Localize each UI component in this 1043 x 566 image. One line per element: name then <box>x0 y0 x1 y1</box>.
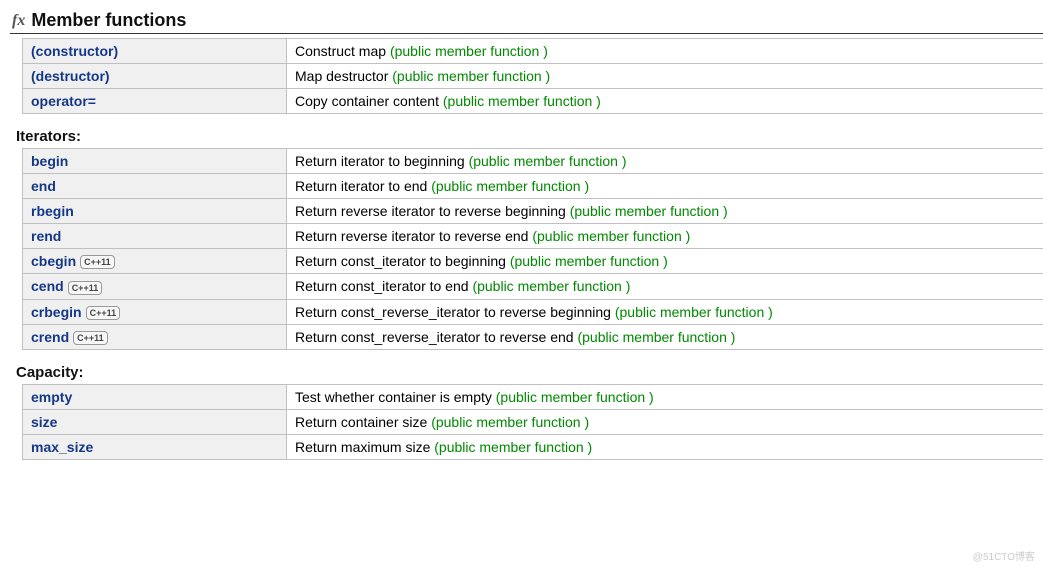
table-row: end Return iterator to end (public member… <box>23 174 1043 199</box>
subsection-title: Iterators: <box>16 128 1043 145</box>
table-row: cbegin C++11 Return const_iterator to begi… <box>23 249 1043 274</box>
content-area: (constructor) Construct map (public membe… <box>10 38 1043 460</box>
function-tag: (public member function ) <box>431 178 589 194</box>
function-desc: Return iterator to beginning <box>295 153 469 169</box>
function-name-cell: crend C++11 <box>23 324 287 349</box>
function-tag: (public member function ) <box>469 153 627 169</box>
function-link[interactable]: crend <box>31 329 69 345</box>
cpp11-badge: C++11 <box>86 306 121 320</box>
function-desc: Copy container content <box>295 93 443 109</box>
function-desc: Return reverse iterator to reverse begin… <box>295 203 570 219</box>
function-desc: Return reverse iterator to reverse end <box>295 228 532 244</box>
function-desc-cell: Return const_reverse_iterator to reverse… <box>287 324 1043 349</box>
function-link[interactable]: (constructor) <box>31 43 118 59</box>
function-desc: Construct map <box>295 43 390 59</box>
function-tag: (public member function ) <box>392 68 550 84</box>
cpp11-badge: C++11 <box>68 281 103 295</box>
table-row: rend Return reverse iterator to reverse e… <box>23 224 1043 249</box>
function-name-cell: cbegin C++11 <box>23 249 287 274</box>
function-link[interactable]: operator= <box>31 93 96 109</box>
function-link[interactable]: begin <box>31 153 68 169</box>
function-tag: (public member function ) <box>496 389 654 405</box>
table-row: cend C++11 Return const_iterator to end (p… <box>23 274 1043 299</box>
table-row: (destructor) Map destructor (public membe… <box>23 64 1043 89</box>
fx-icon: fx <box>12 12 25 30</box>
function-name-cell: empty <box>23 385 287 410</box>
function-name-cell: rend <box>23 224 287 249</box>
function-desc: Return const_iterator to beginning <box>295 253 510 269</box>
function-link[interactable]: end <box>31 178 56 194</box>
function-tag: (public member function ) <box>390 43 548 59</box>
function-name-cell: (destructor) <box>23 64 287 89</box>
function-desc: Return const_reverse_iterator to reverse… <box>295 304 615 320</box>
table-row: (constructor) Construct map (public membe… <box>23 39 1043 64</box>
function-desc-cell: Return const_iterator to end (public mem… <box>287 274 1043 299</box>
subsection-title: Capacity: <box>16 364 1043 381</box>
function-desc-cell: Test whether container is empty (public … <box>287 385 1043 410</box>
table-row: crbegin C++11 Return const_reverse_iterato… <box>23 299 1043 324</box>
function-tag: (public member function ) <box>443 93 601 109</box>
function-table: empty Test whether container is empty (pu… <box>22 384 1043 460</box>
function-name-cell: end <box>23 174 287 199</box>
section-title: Member functions <box>31 10 186 31</box>
function-link[interactable]: rbegin <box>31 203 74 219</box>
function-link[interactable]: cend <box>31 278 64 294</box>
table-row: max_size Return maximum size (public memb… <box>23 435 1043 460</box>
function-link[interactable]: size <box>31 414 57 430</box>
function-desc-cell: Return reverse iterator to reverse begin… <box>287 199 1043 224</box>
function-name-cell: operator= <box>23 89 287 114</box>
function-link[interactable]: crbegin <box>31 304 82 320</box>
function-tag: (public member function ) <box>510 253 668 269</box>
function-desc: Test whether container is empty <box>295 389 496 405</box>
function-name-cell: max_size <box>23 435 287 460</box>
function-link[interactable]: max_size <box>31 439 93 455</box>
function-link[interactable]: rend <box>31 228 61 244</box>
function-desc: Map destructor <box>295 68 392 84</box>
function-desc-cell: Return const_reverse_iterator to reverse… <box>287 299 1043 324</box>
table-row: crend C++11 Return const_reverse_iterator … <box>23 324 1043 349</box>
function-desc-cell: Return const_iterator to beginning (publ… <box>287 249 1043 274</box>
function-name-cell: crbegin C++11 <box>23 299 287 324</box>
table-row: empty Test whether container is empty (pu… <box>23 385 1043 410</box>
function-desc-cell: Map destructor (public member function ) <box>287 64 1043 89</box>
cpp11-badge: C++11 <box>73 331 108 345</box>
section-header: fx Member functions <box>10 10 1043 34</box>
function-table: (constructor) Construct map (public membe… <box>22 38 1043 114</box>
function-table: begin Return iterator to beginning (publi… <box>22 148 1043 350</box>
function-desc-cell: Return reverse iterator to reverse end (… <box>287 224 1043 249</box>
function-link[interactable]: (destructor) <box>31 68 110 84</box>
function-name-cell: cend C++11 <box>23 274 287 299</box>
function-desc-cell: Return container size (public member fun… <box>287 410 1043 435</box>
function-tag: (public member function ) <box>472 278 630 294</box>
table-row: operator= Copy container content (public … <box>23 89 1043 114</box>
function-desc: Return iterator to end <box>295 178 431 194</box>
function-desc-cell: Return iterator to beginning (public mem… <box>287 149 1043 174</box>
function-desc: Return maximum size <box>295 439 434 455</box>
function-tag: (public member function ) <box>434 439 592 455</box>
function-name-cell: (constructor) <box>23 39 287 64</box>
function-tag: (public member function ) <box>532 228 690 244</box>
function-desc-cell: Return maximum size (public member funct… <box>287 435 1043 460</box>
function-name-cell: size <box>23 410 287 435</box>
function-name-cell: rbegin <box>23 199 287 224</box>
function-desc-cell: Return iterator to end (public member fu… <box>287 174 1043 199</box>
watermark: @51CTO博客 <box>973 548 1035 563</box>
function-tag: (public member function ) <box>615 304 773 320</box>
cpp11-badge: C++11 <box>80 255 115 269</box>
table-row: begin Return iterator to beginning (publi… <box>23 149 1043 174</box>
function-link[interactable]: empty <box>31 389 72 405</box>
table-row: rbegin Return reverse iterator to reverse… <box>23 199 1043 224</box>
function-desc: Return container size <box>295 414 431 430</box>
function-tag: (public member function ) <box>431 414 589 430</box>
table-row: size Return container size (public member… <box>23 410 1043 435</box>
function-link[interactable]: cbegin <box>31 253 76 269</box>
function-desc-cell: Construct map (public member function ) <box>287 39 1043 64</box>
function-tag: (public member function ) <box>570 203 728 219</box>
function-tag: (public member function ) <box>577 329 735 345</box>
function-desc: Return const_reverse_iterator to reverse… <box>295 329 577 345</box>
function-desc: Return const_iterator to end <box>295 278 472 294</box>
function-desc-cell: Copy container content (public member fu… <box>287 89 1043 114</box>
function-name-cell: begin <box>23 149 287 174</box>
